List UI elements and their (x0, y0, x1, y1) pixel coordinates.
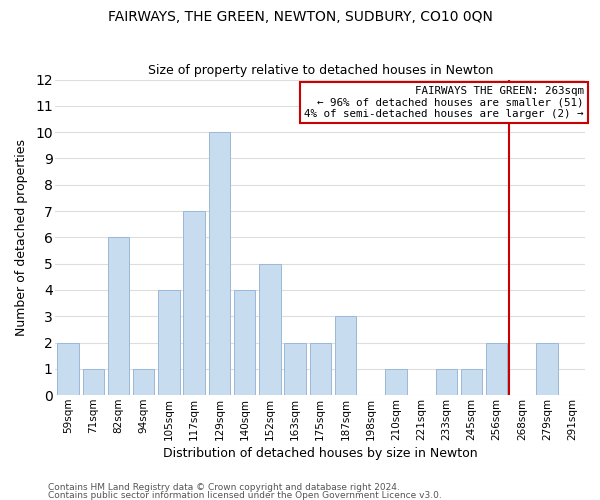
Bar (536, 342, 558, 395)
Bar (58, 342, 79, 395)
Bar (385, 369, 407, 395)
Bar (158, 290, 179, 395)
Text: Contains HM Land Registry data © Crown copyright and database right 2024.: Contains HM Land Registry data © Crown c… (48, 483, 400, 492)
Title: Size of property relative to detached houses in Newton: Size of property relative to detached ho… (148, 64, 493, 77)
Text: FAIRWAYS THE GREEN: 263sqm
← 96% of detached houses are smaller (51)
4% of semi-: FAIRWAYS THE GREEN: 263sqm ← 96% of deta… (304, 86, 584, 119)
Y-axis label: Number of detached properties: Number of detached properties (15, 139, 28, 336)
Text: Contains public sector information licensed under the Open Government Licence v3: Contains public sector information licen… (48, 490, 442, 500)
Bar (436, 369, 457, 395)
Bar (234, 290, 256, 395)
Bar (184, 211, 205, 395)
Bar (335, 316, 356, 395)
Bar (486, 342, 508, 395)
Bar (108, 238, 129, 395)
Bar (209, 132, 230, 395)
Bar (83, 369, 104, 395)
Text: FAIRWAYS, THE GREEN, NEWTON, SUDBURY, CO10 0QN: FAIRWAYS, THE GREEN, NEWTON, SUDBURY, CO… (107, 10, 493, 24)
Bar (259, 264, 281, 395)
Bar (133, 369, 154, 395)
Bar (310, 342, 331, 395)
Bar (284, 342, 306, 395)
Bar (461, 369, 482, 395)
X-axis label: Distribution of detached houses by size in Newton: Distribution of detached houses by size … (163, 447, 478, 460)
